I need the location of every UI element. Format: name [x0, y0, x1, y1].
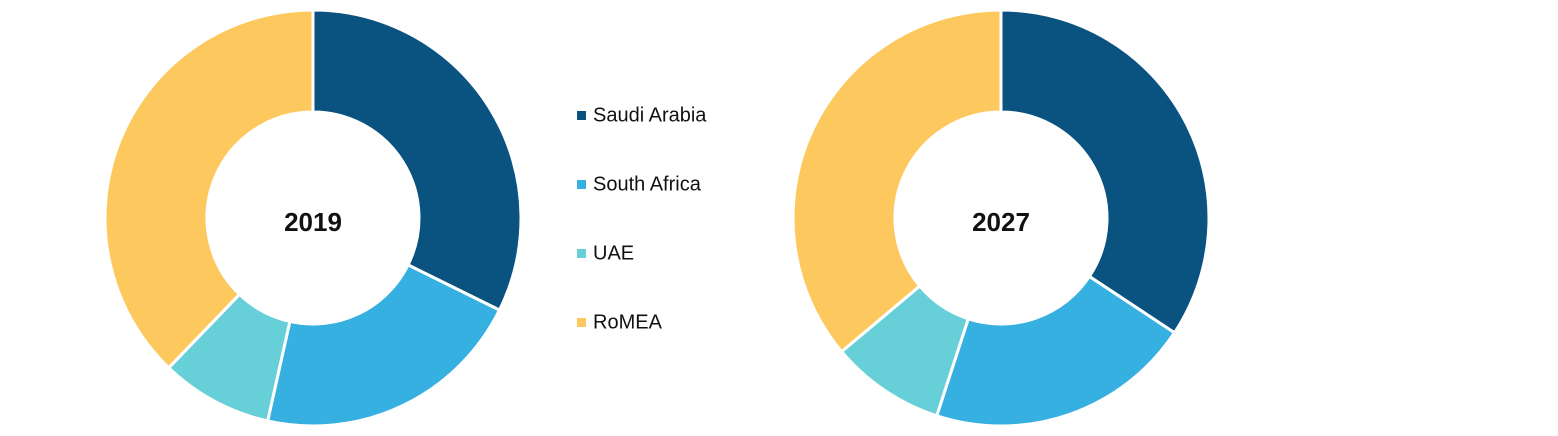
legend-label: RoMEA	[593, 311, 663, 333]
donut-segment	[103, 8, 315, 370]
legend-swatch	[577, 318, 586, 327]
legend-label: Saudi Arabia	[593, 104, 707, 126]
legend-swatch	[577, 249, 586, 258]
donut-segment	[311, 8, 523, 313]
donut-segment	[791, 8, 1003, 354]
donut-segment	[265, 262, 502, 428]
legend-label: South Africa	[593, 173, 702, 195]
center-label: 2019	[284, 207, 342, 237]
legend-swatch	[577, 180, 586, 189]
legend-label: UAE	[593, 242, 634, 264]
donut-segment	[934, 274, 1177, 428]
center-label: 2027	[972, 207, 1030, 237]
donut-segment	[999, 8, 1211, 335]
legend-swatch	[577, 111, 586, 120]
